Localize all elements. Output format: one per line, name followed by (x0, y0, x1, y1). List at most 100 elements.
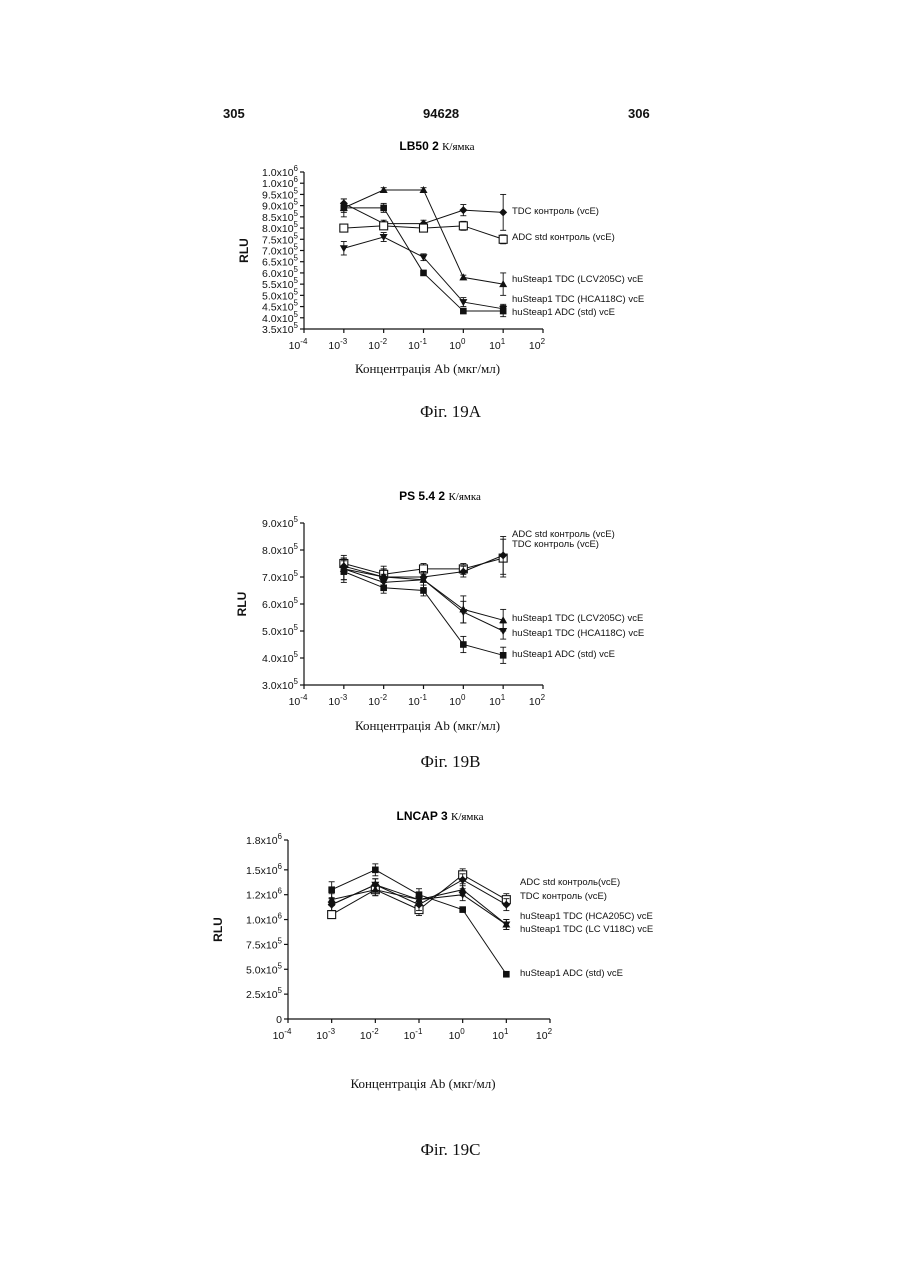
y-tick-label: 1.2x106 (246, 887, 283, 902)
legend-entry: TDC контроль (vcE) (520, 891, 607, 902)
x-tick-label: 10-3 (328, 693, 347, 708)
y-tick-label: 7.0x105 (262, 569, 299, 584)
figure-caption-19b: Фіг. 19B (0, 752, 901, 772)
chart-19a: LB50 2 К/ямка3.5x1054.0x1054.5x1055.0x10… (0, 130, 901, 390)
x-tick-label: 10-2 (368, 693, 387, 708)
legend-entry: huSteap1 TDC (LC V118C) vcE (520, 924, 653, 935)
legend-entry: huSteap1 ADC (std) vcE (512, 307, 615, 318)
x-tick-label: 10-1 (408, 693, 427, 708)
data-point (459, 206, 467, 214)
x-tick-label: 10-2 (360, 1027, 379, 1042)
legend-entry: TDC контроль (vcE) (512, 539, 599, 550)
x-tick-label: 10-4 (273, 1027, 292, 1042)
legend-entry: ADC std контроль(vcE) (520, 877, 620, 888)
y-tick-label: 1.5x106 (246, 862, 283, 877)
x-tick-label: 10-2 (368, 337, 387, 352)
legend-entry: TDC контроль (vcE) (512, 206, 599, 217)
data-point (328, 911, 336, 919)
y-tick-label: 9.0x105 (262, 515, 299, 530)
data-point (380, 222, 388, 230)
data-point (500, 308, 507, 315)
document-number: 94628 (423, 106, 459, 121)
data-point (380, 585, 387, 592)
legend-entry: huSteap1 TDC (LCV205C) vcE (512, 274, 643, 285)
legend-entry: huSteap1 TDC (LCV205C) vcE (512, 613, 643, 624)
data-point (340, 224, 348, 232)
figure-caption-19a: Фіг. 19A (0, 402, 901, 422)
x-tick-label: 100 (449, 337, 466, 352)
y-tick-label: 7.5x105 (246, 936, 283, 951)
legend-entry: huSteap1 TDC (HCA118C) vcE (512, 628, 644, 639)
data-point (499, 628, 507, 635)
legend-entry: huSteap1 ADC (std) vcE (520, 968, 623, 979)
data-point (380, 205, 387, 212)
chart-title: PS 5.4 2 К/ямка (399, 489, 481, 503)
y-axis-label: RLU (237, 238, 251, 263)
data-point (503, 971, 510, 978)
page-number-left: 305 (223, 106, 245, 121)
chart-19b: PS 5.4 2 К/ямка 3.0x105 4.0x105 5.0x105 6.0x… (0, 480, 901, 750)
data-point (500, 652, 507, 659)
data-point (460, 308, 467, 315)
data-point (341, 568, 348, 575)
figure-caption-19c: Фіг. 19C (0, 1140, 901, 1160)
series-line (332, 870, 507, 974)
page-number-right: 306 (628, 106, 650, 121)
y-tick-label: 4.0x105 (262, 650, 299, 665)
data-point (459, 609, 467, 616)
y-tick-label: 0 (276, 1014, 282, 1026)
y-tick-label: 8.0x105 (262, 542, 299, 557)
data-point (459, 273, 467, 280)
legend-entry: huSteap1 TDC (HCA118C) vcE (512, 294, 644, 305)
y-tick-label: 2.5x105 (246, 986, 283, 1001)
x-tick-label: 101 (489, 337, 506, 352)
x-tick-label: 102 (536, 1027, 553, 1042)
x-tick-label: 102 (529, 337, 546, 352)
x-tick-label: 10-3 (316, 1027, 335, 1042)
x-tick-label: 100 (449, 693, 466, 708)
legend-entry: huSteap1 TDC (HCA205C) vcE (520, 911, 653, 922)
data-point (499, 208, 507, 216)
x-tick-label: 101 (492, 1027, 509, 1042)
series-4 (328, 864, 509, 978)
legend-entry: huSteap1 ADC (std) vcE (512, 649, 615, 660)
chart-title: LNCAP 3 К/ямка (397, 809, 484, 823)
data-point (328, 886, 335, 893)
x-tick-label: 100 (449, 1027, 466, 1042)
x-tick-label: 10-4 (289, 693, 308, 708)
chart-title: LB50 2 К/ямка (399, 139, 474, 153)
data-point (420, 587, 427, 594)
data-point (420, 224, 428, 232)
y-axis-label: RLU (235, 592, 249, 617)
data-point (459, 222, 467, 230)
data-point (420, 270, 427, 277)
y-tick-label: 3.0x105 (262, 677, 299, 692)
y-tick-label: 5.0x105 (246, 961, 283, 976)
series-1 (340, 221, 507, 243)
y-tick-label: 6.0x105 (262, 596, 299, 611)
data-point (372, 867, 379, 874)
data-point (341, 205, 348, 212)
x-tick-label: 10-1 (408, 337, 427, 352)
data-point (459, 906, 466, 913)
x-tick-label: 10-1 (404, 1027, 423, 1042)
series-2 (340, 186, 507, 295)
x-axis-label: Концентрація Ab (мкг/мл) (355, 718, 500, 733)
x-axis-label: Концентрація Ab (мкг/мл) (350, 1076, 495, 1091)
x-tick-label: 10-3 (328, 337, 347, 352)
y-tick-label: 1.8x106 (246, 832, 283, 847)
x-tick-label: 102 (529, 693, 546, 708)
x-tick-label: 101 (489, 693, 506, 708)
x-axis-label: Концентрація Ab (мкг/мл) (355, 361, 500, 376)
y-axis-label: RLU (211, 917, 225, 942)
legend-entry: ADC std контроль (vcE) (512, 232, 615, 243)
y-tick-label: 5.0x105 (262, 623, 299, 638)
data-point (499, 235, 507, 243)
data-point (340, 245, 348, 252)
chart-19c: LNCAP 3 К/ямка 0 2.5x105 5.0x105 7.5x105 1.0x… (0, 805, 901, 1095)
data-point (416, 891, 423, 898)
x-tick-label: 10-4 (289, 337, 308, 352)
y-tick-label: 1.0x106 (262, 164, 299, 179)
data-point (460, 641, 467, 648)
y-tick-label: 1.0x106 (246, 912, 283, 927)
